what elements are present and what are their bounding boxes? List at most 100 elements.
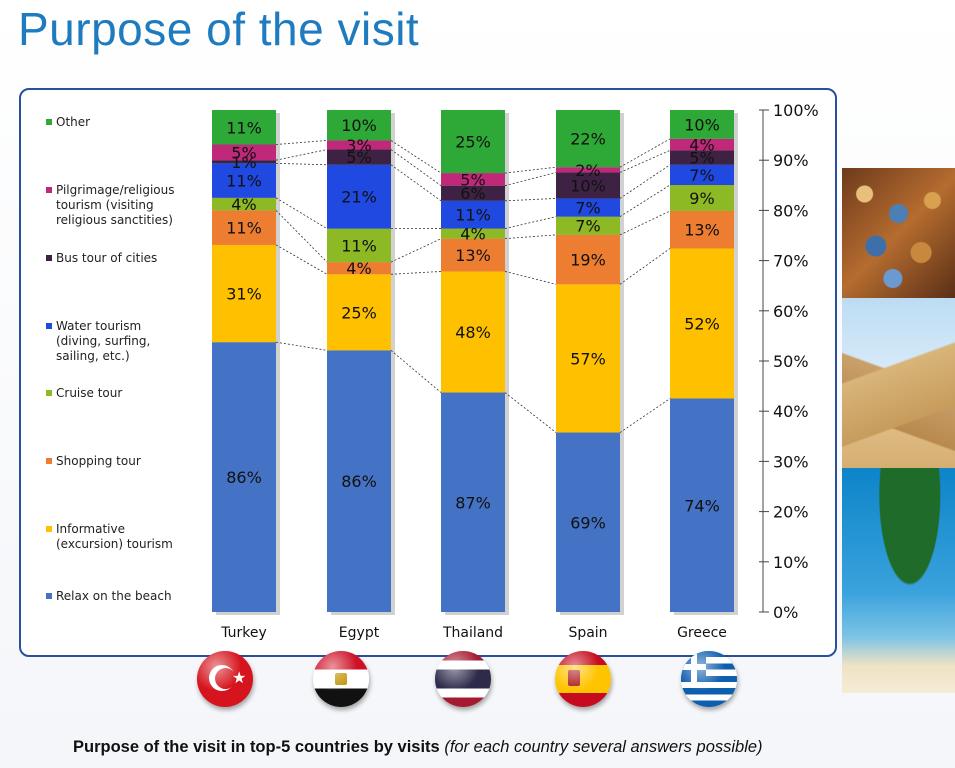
data-label: 7%: [689, 166, 714, 185]
data-label: 4%: [231, 195, 256, 214]
greece-flag-icon: [681, 651, 737, 707]
bar-segment: [670, 210, 734, 249]
data-label: 52%: [684, 314, 720, 333]
bar-segment: [556, 167, 620, 173]
legend-label: Water tourism: [56, 319, 141, 333]
y-tick-label: 30%: [773, 452, 809, 471]
bar-segment: [670, 398, 734, 612]
bar-segment: [212, 160, 276, 164]
data-label: 10%: [570, 176, 606, 195]
series-connector-line: [619, 164, 671, 199]
egypt-flag-icon: [313, 651, 369, 707]
series-connector-line: [619, 398, 671, 433]
legend-label: sailing, etc.): [56, 349, 130, 363]
legend-swatch: [46, 187, 52, 193]
series-connector-line: [275, 341, 328, 351]
bar-segment: [327, 149, 391, 165]
data-label: 11%: [226, 172, 262, 191]
y-tick-label: 100%: [773, 101, 819, 120]
bar-segment: [212, 163, 276, 198]
data-label: 4%: [689, 136, 714, 155]
bar-segment: [212, 342, 276, 612]
series-connector-line: [390, 140, 442, 174]
bar-segment: [327, 262, 391, 275]
data-label: 4%: [346, 259, 371, 278]
data-label: 10%: [341, 116, 377, 135]
bar-segment: [556, 432, 620, 612]
y-tick-label: 20%: [773, 503, 809, 522]
x-tick-label: Egypt: [339, 625, 380, 641]
legend-label: (excursion) tourism: [56, 537, 173, 551]
data-label: 48%: [455, 323, 491, 342]
bar-segment: [441, 185, 505, 201]
y-tick-label: 80%: [773, 201, 809, 220]
series-connector-line: [390, 164, 442, 202]
bar-segment: [441, 110, 505, 174]
data-label: 1%: [231, 153, 256, 172]
bar-segment: [212, 197, 276, 211]
bar-segment: [556, 216, 620, 235]
legend-swatch: [46, 323, 52, 329]
bar-segment: [556, 198, 620, 217]
bar-segment: [212, 144, 276, 161]
y-tick-label: 0%: [773, 603, 798, 622]
legend-label: Pilgrimage/religious: [56, 183, 174, 197]
data-label: 86%: [341, 472, 377, 491]
series-connector-line: [504, 198, 557, 202]
x-tick-label: Spain: [568, 625, 607, 641]
data-label: 5%: [460, 170, 485, 189]
data-label: 11%: [455, 206, 491, 225]
y-tick-label: 70%: [773, 252, 809, 271]
pyramids-camel-photo: [842, 298, 955, 468]
bar-segment: [441, 238, 505, 272]
series-connector-line: [390, 149, 442, 187]
data-label: 5%: [346, 148, 371, 167]
bar-segment: [327, 140, 391, 150]
bar-segment: [327, 228, 391, 263]
data-label: 4%: [460, 225, 485, 244]
y-tick-label: 10%: [773, 553, 809, 572]
legend-label: Other: [56, 115, 90, 129]
bar-segment: [212, 244, 276, 343]
data-label: 11%: [341, 236, 377, 255]
y-tick-label: 50%: [773, 352, 809, 371]
data-label: 11%: [226, 118, 262, 137]
data-label: 87%: [455, 493, 491, 512]
chart-caption: Purpose of the visit in top-5 countries …: [73, 738, 763, 757]
series-connector-line: [504, 166, 557, 174]
series-connector-line: [504, 216, 557, 229]
data-label: 25%: [455, 133, 491, 152]
legend-swatch: [46, 593, 52, 599]
series-connector-line: [275, 149, 328, 161]
bar-segment: [327, 350, 391, 612]
series-connector-line: [390, 238, 442, 263]
data-label: 2%: [575, 161, 600, 180]
bar-segment: [327, 164, 391, 229]
legend-swatch: [46, 390, 52, 396]
series-connector-line: [504, 392, 557, 433]
legend-swatch: [46, 119, 52, 125]
data-label: 10%: [684, 115, 720, 134]
data-label: 13%: [455, 246, 491, 265]
bar-segment: [441, 173, 505, 186]
bar-segment: [212, 210, 276, 245]
data-label: 74%: [684, 496, 720, 515]
bar-segment: [670, 164, 734, 186]
series-connector-line: [275, 140, 328, 145]
bar-segment: [556, 172, 620, 199]
bazaar-photo: [842, 168, 955, 298]
data-label: 86%: [226, 468, 262, 487]
bar-segment: [441, 228, 505, 239]
caption-note: (for each country several answers possib…: [444, 738, 763, 756]
series-connector-line: [504, 271, 557, 285]
series-connector-line: [390, 271, 442, 275]
y-tick-label: 40%: [773, 402, 809, 421]
bar-segment: [441, 392, 505, 612]
legend-label: Informative: [56, 522, 125, 536]
data-label: 25%: [341, 303, 377, 322]
turkey-flag-icon: ★: [197, 651, 253, 707]
data-label: 57%: [570, 349, 606, 368]
data-label: 21%: [341, 188, 377, 207]
palm-beach-photo: [842, 468, 955, 693]
data-label: 9%: [689, 189, 714, 208]
